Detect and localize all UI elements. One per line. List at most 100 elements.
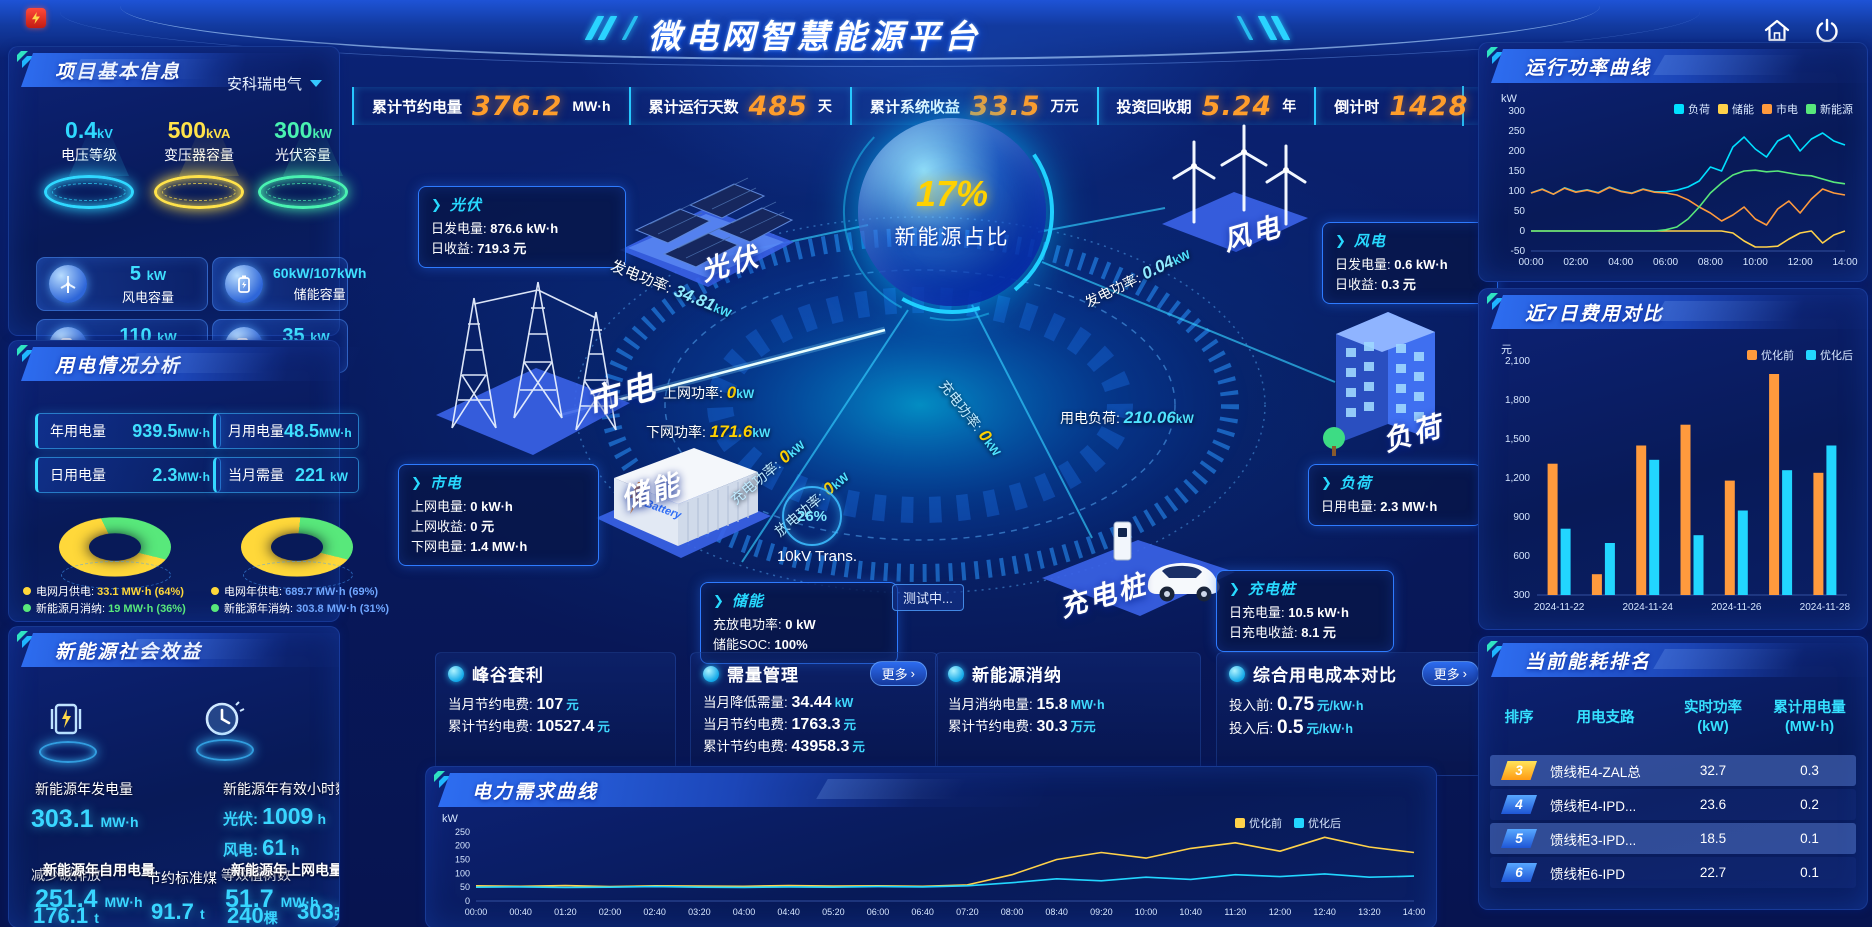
table-row[interactable]: 4 馈线柜4-IPD... 23.6 0.2 xyxy=(1490,789,1856,820)
month-energy-donut xyxy=(55,499,175,589)
stat-month-demand: 当月需量 221 kW xyxy=(213,457,359,493)
svg-text:300: 300 xyxy=(1513,590,1530,601)
power-icon xyxy=(1816,18,1838,43)
gauge-voltage: 0.4kV 电压等级 xyxy=(37,117,141,209)
svg-text:04:00: 04:00 xyxy=(1608,257,1633,268)
panel-title: 近7日费用对比 xyxy=(1525,303,1664,325)
svg-text:2024-11-26: 2024-11-26 xyxy=(1711,602,1762,613)
svg-text:01:20: 01:20 xyxy=(554,907,577,917)
svg-text:50: 50 xyxy=(460,882,470,892)
svg-text:300: 300 xyxy=(1508,106,1525,117)
legend-swatch xyxy=(1806,104,1816,114)
svg-text:10:40: 10:40 xyxy=(1179,907,1202,917)
legend-item[interactable]: 市电 xyxy=(1762,101,1798,117)
stat-storage-capacity: 60kW/107kWh 储能容量 xyxy=(212,257,366,311)
svg-text:07:20: 07:20 xyxy=(956,907,979,917)
svg-text:0: 0 xyxy=(1519,226,1525,237)
legend-dot xyxy=(23,604,31,612)
branch-name: 馈线柜4-ZAL总 xyxy=(1550,764,1641,780)
demand-curve-chart: 250 200 150 100 50 000:00 00:40 01:20 02:00 02:40… xyxy=(455,827,1426,917)
chart-legend: 优化前 优化后 xyxy=(1747,347,1853,363)
svg-text:14:00: 14:00 xyxy=(1403,907,1426,917)
card-icon xyxy=(1229,665,1245,682)
header-swoosh xyxy=(60,12,1700,67)
svg-text:09:20: 09:20 xyxy=(1090,907,1113,917)
chevron-right-icon: ❯ xyxy=(1335,232,1347,248)
branch-name: 馈线柜6-IPD xyxy=(1550,866,1626,882)
chart-legend: 负荷 储能 市电 新能源 xyxy=(1674,101,1853,117)
kpi-payback-period: 投资回收期 5.24 年 xyxy=(1096,87,1315,125)
svg-text:08:40: 08:40 xyxy=(1045,907,1068,917)
axis-unit: kW xyxy=(1501,93,1517,105)
chevron-right-icon: ❯ xyxy=(411,474,423,490)
table-row[interactable]: 3 馈线柜4-ZAL总 32.7 0.3 xyxy=(1490,755,1856,786)
benefit-label: 减少碳排放 xyxy=(31,867,101,883)
cost-compare-chart: 2,100 1,800 1,500 1,200 900 600 300 2024-11-22 2… xyxy=(1505,356,1851,613)
svg-text:1,200: 1,200 xyxy=(1505,473,1530,484)
project-info-panel: 项目基本信息 安科瑞电气 0.4kV 电压等级 500kVA 变压器容量 300… xyxy=(8,46,366,373)
power-button[interactable] xyxy=(1810,14,1844,48)
stat-month-energy: 月用电量 48.5MW·h xyxy=(213,413,359,449)
power-analysis-panel: 用电情况分析 年用电量 939.5MW·h 月用电量 48.5MW·h 日用电量… xyxy=(8,340,389,622)
svg-text:06:00: 06:00 xyxy=(1653,257,1678,268)
total-energy: 0.3 xyxy=(1800,763,1819,778)
panel-header: 用电情况分析 xyxy=(21,347,361,381)
company-select[interactable]: 安科瑞电气 xyxy=(227,73,323,94)
card-cost-compare: 综合用电成本对比 更多 › 投入前: 0.75 元/kW·h 投入后: 0.5 元/k… xyxy=(1216,652,1488,776)
legend-item[interactable]: 优化后 xyxy=(1294,815,1341,831)
wind-turbine-icon xyxy=(49,265,87,303)
cost-compare-panel: 近7日费用对比 元 优化前 优化后 2,100 1,800 1,500 1,200 900… xyxy=(1478,288,1868,630)
legend-swatch xyxy=(1674,104,1684,114)
more-button[interactable]: 更多 › xyxy=(1421,661,1479,686)
legend-item[interactable]: 储能 xyxy=(1718,101,1754,117)
svg-text:250: 250 xyxy=(1508,126,1525,137)
legend-item[interactable]: 优化后 xyxy=(1806,347,1853,363)
legend-swatch xyxy=(1762,104,1772,114)
svg-text:2024-11-22: 2024-11-22 xyxy=(1534,602,1585,613)
chart-legend: 优化前 优化后 xyxy=(1235,815,1341,831)
svg-text:150: 150 xyxy=(455,854,470,864)
svg-text:12:00: 12:00 xyxy=(1788,257,1813,268)
energy-ranking-panel: 当前能耗排名 排序 用电支路 实时功率 (kW) 累计用电量 (MW·h) 3 馈线柜… xyxy=(1478,636,1868,910)
legend-item[interactable]: 新能源 xyxy=(1806,101,1853,117)
legend-item[interactable]: 优化前 xyxy=(1747,347,1794,363)
home-button[interactable] xyxy=(1760,14,1794,48)
kpi-countdown: 倒计时1428天 xyxy=(1314,87,1510,125)
gauge-ring xyxy=(258,124,348,209)
panel-header: 近7日费用对比 xyxy=(1491,295,1872,329)
transformer-load-gauge: 26% xyxy=(782,486,842,546)
card-demand-management: 需量管理 更多 › 当月降低需量: 34.44 kW 当月节约电费: 1763.3 元… xyxy=(690,652,938,776)
benefit-label: 新能源年发电量 xyxy=(35,781,133,797)
gauge-ring xyxy=(154,124,244,209)
panel-title: 新能源社会效益 xyxy=(55,641,203,663)
svg-text:12:00: 12:00 xyxy=(1269,907,1292,917)
svg-text:2,100: 2,100 xyxy=(1505,356,1530,367)
testing-badge: 测试中... xyxy=(892,584,964,611)
chevron-right-icon: ❯ xyxy=(431,196,443,212)
table-row[interactable]: 5 馈线柜3-IPD... 18.5 0.1 xyxy=(1490,823,1856,854)
kpi-bar: 累计节约电量 376.2 MW·h 累计运行天数 485 天 累计系统收益 33.5 万元 … xyxy=(352,86,1492,126)
benefit-value: 光伏: 1009 h xyxy=(223,803,327,829)
stat-wind-capacity: 5 kW 风电容量 xyxy=(36,257,208,311)
charger-node-icon xyxy=(1042,521,1235,616)
svg-text:08:00: 08:00 xyxy=(1698,257,1723,268)
to-grid-flow: 上网功率: 0kW xyxy=(663,383,755,402)
more-button[interactable]: 更多 › xyxy=(869,661,927,686)
svg-text:1,500: 1,500 xyxy=(1505,434,1530,445)
app-logo xyxy=(26,8,46,28)
legend-item[interactable]: 优化前 xyxy=(1235,815,1282,831)
legend-item[interactable]: 负荷 xyxy=(1674,101,1710,117)
renewable-share-label: 新能源占比 xyxy=(894,226,1010,249)
gauge-transformer: 500kVA 变压器容量 xyxy=(147,117,251,209)
card-renewable-consumption: 新能源消纳 当月消纳电量: 15.8 MW·h 累计节约电费: 30.3 万元 xyxy=(935,652,1201,776)
svg-text:02:40: 02:40 xyxy=(643,907,666,917)
legend-dot xyxy=(211,587,219,595)
ev-charge-flow: 充电功率: 0kW xyxy=(936,377,1004,459)
table-row[interactable]: 6 馈线柜6-IPD 22.7 0.1 xyxy=(1490,857,1856,888)
legend-dot xyxy=(23,587,31,595)
svg-text:50: 50 xyxy=(1514,206,1526,217)
svg-text:00:40: 00:40 xyxy=(509,907,532,917)
from-grid-flow: 下网功率: 171.6kW xyxy=(646,422,771,441)
svg-text:100: 100 xyxy=(455,868,470,878)
panel-title: 电力需求曲线 xyxy=(472,781,599,803)
